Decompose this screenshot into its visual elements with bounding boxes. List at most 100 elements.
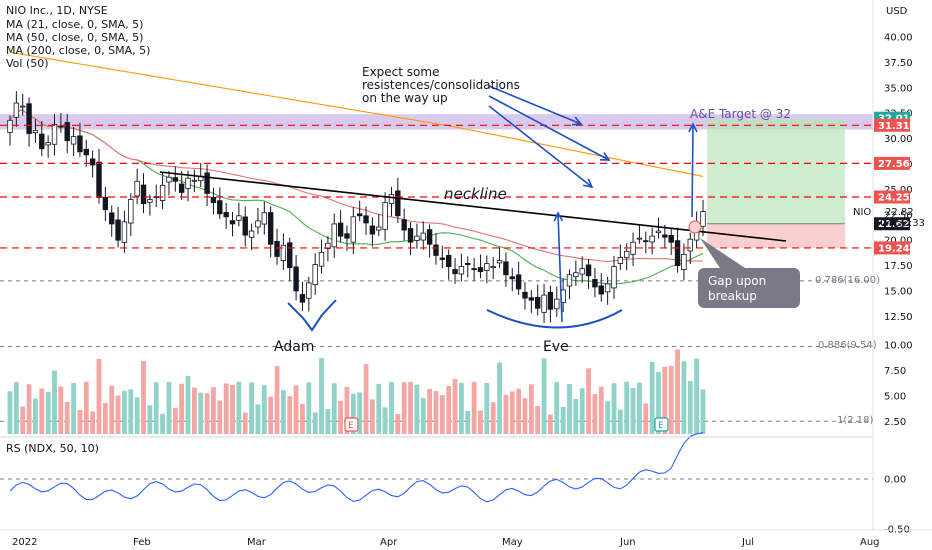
candle-body [331, 223, 337, 248]
volume-bar [433, 391, 439, 434]
volume-bar [274, 366, 280, 434]
adam-label: Adam [274, 339, 314, 355]
volume-bar [675, 349, 680, 434]
moving-average-lines [9, 51, 704, 285]
volume-bar [300, 403, 305, 434]
level-tag-4 [874, 217, 910, 231]
time-axis-ticks[interactable]: 2022 Feb Mar Apr May Jun Jul Aug [12, 537, 880, 548]
volume-bar [522, 398, 528, 434]
volume-bar [630, 388, 636, 434]
volume-bar [605, 401, 611, 434]
symbol-label: NIO [853, 207, 871, 218]
ma50-line [9, 109, 704, 262]
volume-bar [395, 414, 401, 434]
candle-body [490, 266, 496, 269]
volume-bar [64, 401, 70, 434]
candle-body [674, 240, 681, 266]
price-tick-label: 40.00 [884, 33, 913, 44]
volume-bar [122, 390, 127, 434]
candle-body [458, 266, 465, 275]
candle-body [121, 221, 128, 243]
price-tick-label: 20.00 [884, 236, 913, 247]
candle-body [579, 268, 585, 275]
level-tag-text-1: 31.31 [878, 121, 910, 132]
candle-body [624, 250, 630, 259]
candle-body [598, 285, 604, 295]
consolidation-arrow-1-shaft [488, 85, 582, 125]
candle-body [395, 190, 401, 217]
volume-bar [166, 381, 172, 434]
ma200-legend: MA (200, close, 0, SMA, 5) [6, 44, 150, 57]
gap-callout: Gap upon breakup [698, 238, 800, 308]
level-tag-2 [874, 156, 910, 170]
ma50-legend: MA (50, close, 0, SMA, 5) [6, 31, 143, 44]
candle-body [223, 212, 229, 218]
candle-body [350, 216, 357, 243]
volume-bar [96, 358, 102, 434]
volume-bar [478, 410, 483, 434]
volume-bar [141, 361, 146, 434]
volume-bar [211, 387, 216, 434]
time-tick-label: Apr [380, 537, 398, 548]
candle-body [503, 261, 509, 276]
volume-bar [376, 383, 382, 434]
volume-bar [102, 403, 108, 434]
fib-1-label: 1(2.18) [837, 415, 874, 426]
volume-bar [45, 391, 51, 434]
currency-label: USD [886, 6, 908, 17]
volume-bar [338, 400, 344, 434]
candle-body [89, 158, 96, 166]
candle-body [465, 263, 471, 265]
candle-body [267, 212, 274, 245]
time-tick-label: May [502, 537, 523, 548]
volume-bar [223, 383, 229, 434]
volume-bar [147, 405, 153, 434]
volume-bar [20, 406, 26, 434]
price-tick-label: 37.50 [884, 58, 913, 69]
target-arrow-shaft [691, 123, 694, 218]
candle-body [426, 229, 433, 245]
earnings-marker-1[interactable]: E [344, 417, 359, 432]
volume-bar [280, 390, 286, 434]
consolidation-note-line3: on the way up [362, 91, 448, 105]
candle-body [45, 142, 51, 146]
volume-bar [439, 395, 445, 434]
price-tick-label: 10.00 [884, 341, 913, 352]
candle-body [363, 215, 369, 224]
target-label: A&E Target @ 32 [690, 107, 791, 121]
level-tag-3 [874, 190, 910, 204]
volume-bar [548, 414, 553, 434]
earnings-marker-2[interactable]: E [654, 417, 669, 432]
price-tick-label: 7.50 [884, 366, 906, 377]
consolidation-note-line2: resistences/consolidations [362, 78, 520, 92]
volume-bar [217, 400, 223, 434]
neckline-line [159, 171, 787, 242]
candle-body [299, 294, 306, 303]
volume-bar [516, 388, 522, 434]
candle-body [96, 161, 102, 198]
time-tick-label: Feb [133, 537, 151, 548]
volume-bar [611, 383, 617, 434]
candle-body [452, 269, 458, 275]
volume-bar [687, 381, 693, 434]
volume-bar [535, 406, 541, 434]
candle-body [585, 264, 592, 277]
ma200-line [9, 51, 704, 177]
candle-body [7, 119, 13, 133]
candle-body [204, 172, 210, 194]
level-tag-text-2: 27.56 [878, 159, 910, 170]
time-tick-label: Aug [860, 537, 880, 548]
neckline-label: neckline [444, 185, 507, 203]
volume-bar [567, 384, 572, 434]
volume-bar [554, 381, 560, 434]
eve-breakout-arrow-head [553, 211, 564, 222]
candle-body [509, 276, 515, 280]
volume-bar [319, 358, 324, 434]
candle-body [178, 183, 185, 193]
candle-body [433, 244, 439, 256]
candle-body [109, 212, 115, 225]
candle-body [77, 135, 83, 153]
volume-bar [656, 372, 661, 434]
